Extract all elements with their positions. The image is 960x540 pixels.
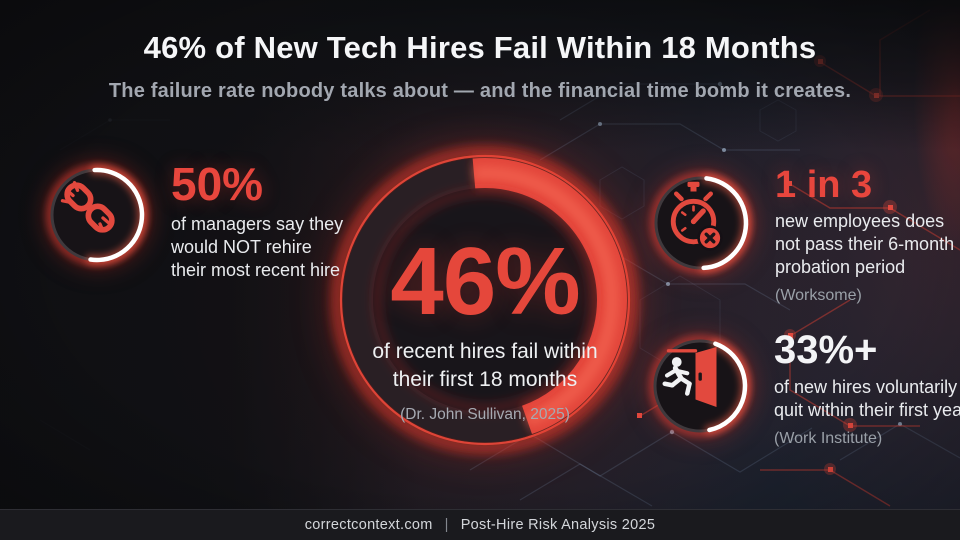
footer-label: Post-Hire Risk Analysis 2025 [460, 517, 656, 533]
donut-outer-glow [330, 145, 640, 455]
footer-bar: correctcontext.com | Post-Hire Risk Anal… [0, 509, 960, 540]
stat-rehire-value: 50% [171, 158, 264, 210]
stat-rehire-line: of managers say they [171, 214, 344, 234]
stat-rehire-line: would NOT rehire [171, 237, 312, 257]
donut-value: 46% [390, 228, 580, 335]
header: 46% of New Tech Hires Fail Within 18 Mon… [0, 30, 960, 103]
stat-probation-value: 1 in 3 [775, 164, 873, 206]
stat-probation-line: not pass their 6-month [775, 234, 955, 254]
donut-caption-line1: of recent hires fail within [372, 340, 598, 364]
stat-rehire-line: their most recent hire [171, 260, 341, 280]
donut-caption-line2: their first 18 months [392, 368, 578, 392]
page-title: 46% of New Tech Hires Fail Within 18 Mon… [143, 30, 817, 65]
stat-probation-line: new employees does [775, 211, 945, 231]
stopwatch-x-icon [650, 172, 752, 274]
page-subtitle: The failure rate nobody talks about — an… [108, 80, 852, 102]
donut-inner-glow [372, 187, 598, 413]
donut-arc-highlight [351, 166, 619, 434]
footer-site: correctcontext.com [304, 517, 433, 533]
stat-probation-line: probation period [775, 257, 906, 277]
stat-voluntary-quit-text: 33%+ of new hires voluntarily quit withi… [774, 326, 960, 448]
stat-voluntary-quit-value: 33%+ [774, 328, 878, 372]
stat-voluntary-quit-line: quit within their first year [774, 400, 960, 420]
stat-probation-source: (Worksome) [775, 287, 862, 304]
broken-link-icon [46, 164, 148, 266]
exit-door-icon [649, 335, 751, 437]
footer-separator: | [444, 517, 449, 533]
stat-voluntary-quit: 33%+ of new hires voluntarily quit withi… [640, 326, 960, 448]
stat-probation-text: 1 in 3 new employees does not pass their… [775, 163, 954, 305]
donut-center-text: 46% of recent hires fail within their fi… [325, 228, 645, 424]
stat-rehire-text: 50% of managers say they would NOT rehir… [171, 155, 343, 282]
donut-center-fill [342, 157, 628, 443]
stat-probation: 1 in 3 new employees does not pass their… [641, 163, 954, 305]
stat-voluntary-quit-source: (Work Institute) [774, 430, 883, 447]
stat-voluntary-quit-line: of new hires voluntarily [774, 377, 958, 397]
donut-source: (Dr. John Sullivan, 2025) [400, 406, 570, 424]
donut-chart [330, 145, 640, 455]
stat-rehire: 50% of managers say they would NOT rehir… [37, 155, 343, 282]
